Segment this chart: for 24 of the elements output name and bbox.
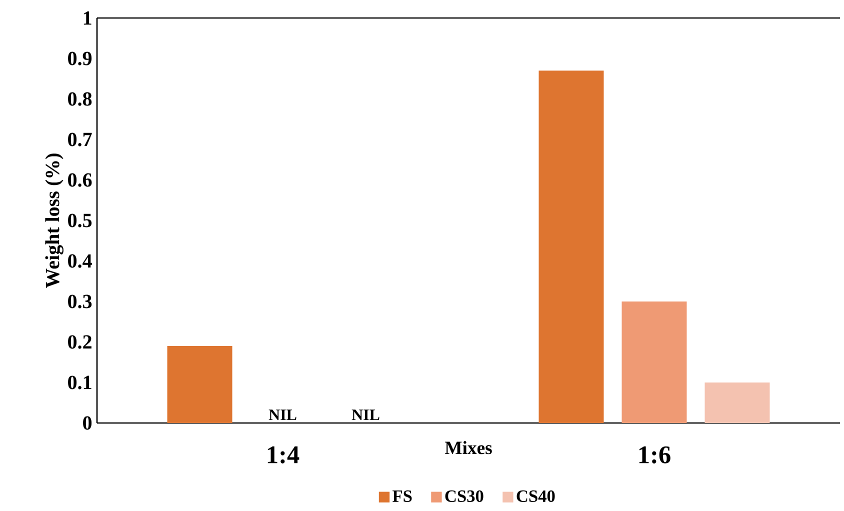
y-tick-label: 0.2	[68, 335, 92, 349]
y-tick-label: 0.1	[68, 376, 92, 390]
bar	[622, 301, 687, 423]
x-tick-label: 1:4	[268, 446, 300, 464]
bar	[538, 70, 604, 423]
legend-label: CS40	[516, 490, 555, 502]
y-tick-label: 0.3	[68, 294, 92, 308]
text: NIL	[268, 410, 296, 420]
bar	[167, 346, 232, 423]
y-tick-label: 0.4	[68, 254, 92, 268]
y-axis-title: Weight loss (%)	[45, 154, 64, 288]
text: NIL	[352, 410, 380, 420]
x-tick-label: 1:6	[639, 446, 670, 464]
y-tick-label: 0.6	[68, 173, 92, 187]
y-tick-label: 0.9	[68, 52, 92, 66]
bar	[704, 382, 770, 423]
y-tick-label: 1	[84, 11, 92, 25]
legend-label: CS30	[445, 490, 484, 502]
y-tick-label: 0	[83, 416, 92, 430]
legend-label: FS	[392, 490, 412, 502]
y-tick-label: 0.8	[68, 92, 92, 106]
y-tick-label: 0.5	[68, 214, 92, 228]
x-axis-title: Mixes	[444, 441, 492, 454]
y-tick-label: 0.7	[68, 132, 92, 146]
